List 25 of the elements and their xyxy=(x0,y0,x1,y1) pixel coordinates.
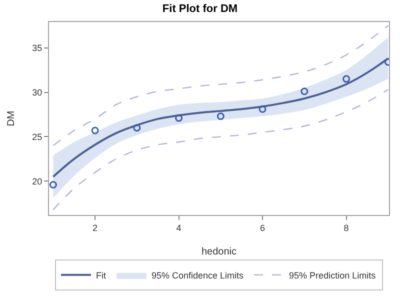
point xyxy=(258,105,266,113)
y-tick-label: 35 xyxy=(32,42,42,53)
line-series xyxy=(52,88,389,210)
point xyxy=(91,126,99,134)
point xyxy=(49,181,57,189)
x-axis-title: hedonic xyxy=(201,246,237,258)
x-tick-label: 4 xyxy=(176,222,182,233)
line-series xyxy=(52,24,389,146)
line-series xyxy=(52,57,389,178)
x-tick-label: 2 xyxy=(92,222,98,233)
point xyxy=(342,75,350,83)
x-tick-label: 8 xyxy=(344,222,349,233)
y-tick-label: 25 xyxy=(32,132,42,142)
y-axis-title: DM xyxy=(6,110,18,126)
point xyxy=(175,114,183,122)
point xyxy=(216,112,224,120)
point xyxy=(133,124,141,132)
y-tick-label: 30 xyxy=(32,87,42,98)
text: 95% Confidence Limits xyxy=(151,270,244,280)
x-tick-label: 6 xyxy=(260,222,266,233)
point xyxy=(300,88,308,96)
legend-label: 95% Prediction Limits xyxy=(289,270,376,280)
chart-title: Fit Plot for DM xyxy=(162,3,238,16)
y-tick-label: 20 xyxy=(32,176,42,186)
legend-label: Fit xyxy=(96,270,106,280)
